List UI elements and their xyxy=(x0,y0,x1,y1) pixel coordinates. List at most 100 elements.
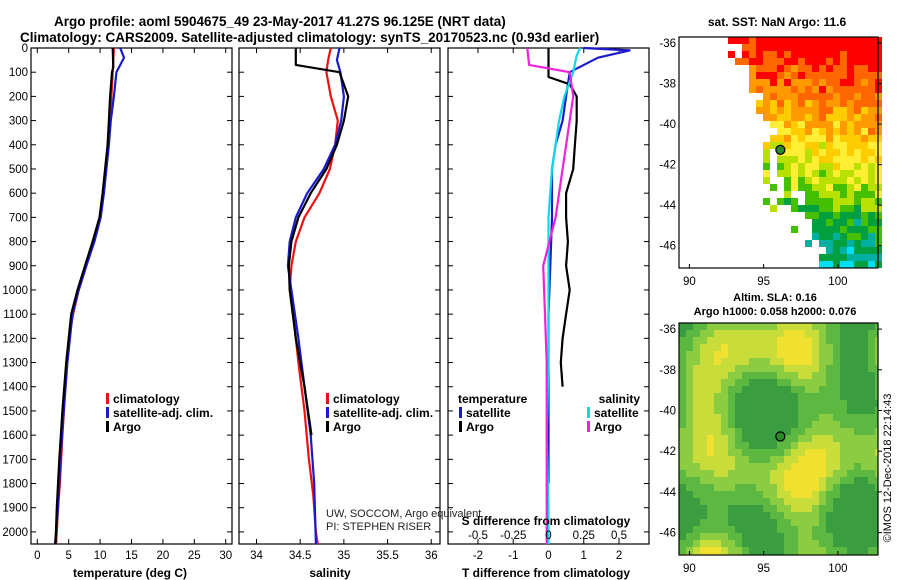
legend-swatch-t-argo xyxy=(459,421,462,432)
sla-cell xyxy=(707,491,714,498)
sla-cell xyxy=(819,512,826,519)
sla-cell xyxy=(784,449,791,456)
sst-cell xyxy=(742,37,749,44)
sst-cell xyxy=(819,128,826,135)
sla-cell xyxy=(770,533,777,540)
sla-cell xyxy=(875,344,878,351)
sla-cell xyxy=(854,428,861,435)
sla-cell xyxy=(742,393,749,400)
sla-cell xyxy=(686,498,693,505)
sst-cell xyxy=(763,72,770,79)
sst-cell xyxy=(861,170,868,177)
sla-cell xyxy=(840,337,847,344)
series-line-climatology xyxy=(288,47,339,545)
sst-cell xyxy=(812,107,819,114)
sla-cell xyxy=(686,533,693,540)
sla-cell xyxy=(763,533,770,540)
sla-cell xyxy=(679,540,686,547)
sst-cell xyxy=(805,128,812,135)
sla-cell xyxy=(728,414,735,421)
sla-cell xyxy=(805,449,812,456)
sla-cell xyxy=(875,540,878,547)
sla-cell xyxy=(868,505,875,512)
sst-cell xyxy=(847,100,854,107)
sst-cell xyxy=(756,107,763,114)
legend-t-satellite: satellite xyxy=(466,406,511,420)
sla-cell xyxy=(714,358,721,365)
sla-cell xyxy=(679,498,686,505)
sla-map-title: Altim. SLA: 0.16 xyxy=(733,292,817,304)
sst-cell xyxy=(770,37,777,44)
sla-cell xyxy=(721,344,728,351)
sla-cell xyxy=(777,512,784,519)
sst-cell xyxy=(812,170,819,177)
sst-cell xyxy=(868,65,875,72)
sla-cell xyxy=(721,449,728,456)
sla-cell xyxy=(700,358,707,365)
sla-cell xyxy=(679,463,686,470)
sla-cell xyxy=(679,393,686,400)
sla-cell xyxy=(805,477,812,484)
sst-cell xyxy=(840,247,847,254)
sla-cell xyxy=(770,414,777,421)
sla-cell xyxy=(749,365,756,372)
sla-cell xyxy=(693,365,700,372)
sla-cell xyxy=(840,519,847,526)
sla-cell xyxy=(728,498,735,505)
sla-cell xyxy=(756,414,763,421)
sla-cell xyxy=(847,372,854,379)
sla-cell xyxy=(749,323,756,330)
sst-cell xyxy=(854,212,861,219)
sla-cell xyxy=(819,470,826,477)
legend-swatch-argo xyxy=(106,421,109,432)
sla-cell xyxy=(861,337,868,344)
sst-cell xyxy=(735,58,742,65)
sla-cell xyxy=(833,456,840,463)
sla-cell xyxy=(763,407,770,414)
sla-cell xyxy=(686,540,693,547)
sla-cell xyxy=(700,477,707,484)
sla-cell xyxy=(784,330,791,337)
sla-cell xyxy=(868,526,875,533)
sst-cell xyxy=(840,156,847,163)
sla-cell xyxy=(700,484,707,491)
sst-cell xyxy=(805,93,812,100)
sla-cell xyxy=(833,358,840,365)
sst-cell xyxy=(784,191,791,198)
sla-cell xyxy=(812,512,819,519)
sst-cell xyxy=(812,86,819,93)
sst-cell xyxy=(770,100,777,107)
sla-cell xyxy=(784,351,791,358)
sst-cell xyxy=(812,58,819,65)
sst-cell xyxy=(833,79,840,86)
sla-cell xyxy=(763,547,770,554)
x-tick-label: 1 xyxy=(581,550,587,562)
sst-cell xyxy=(833,226,840,233)
sla-cell xyxy=(763,449,770,456)
sst-cell xyxy=(854,198,861,205)
sla-cell xyxy=(812,400,819,407)
sst-cell xyxy=(847,79,854,86)
sla-cell xyxy=(812,407,819,414)
sla-cell xyxy=(693,456,700,463)
sst-cell xyxy=(868,149,875,156)
sst-cell xyxy=(833,51,840,58)
sst-cell xyxy=(805,149,812,156)
sla-cell xyxy=(833,386,840,393)
sst-cell xyxy=(812,142,819,149)
annotation-line1: UW, SOCCOM, Argo equivalent xyxy=(326,508,481,520)
sst-cell xyxy=(840,79,847,86)
sla-cell xyxy=(700,393,707,400)
sla-cell xyxy=(735,344,742,351)
difference-xlabel: T difference from climatology xyxy=(462,566,630,580)
sla-cell xyxy=(770,400,777,407)
sst-cell xyxy=(840,142,847,149)
sla-cell xyxy=(749,372,756,379)
sst-cell xyxy=(819,44,826,51)
y-tick-label: 1700 xyxy=(2,454,28,466)
sst-cell xyxy=(819,205,826,212)
sst-cell xyxy=(763,177,770,184)
sst-cell xyxy=(854,240,861,247)
sla-cell xyxy=(819,400,826,407)
sst-cell xyxy=(847,184,854,191)
